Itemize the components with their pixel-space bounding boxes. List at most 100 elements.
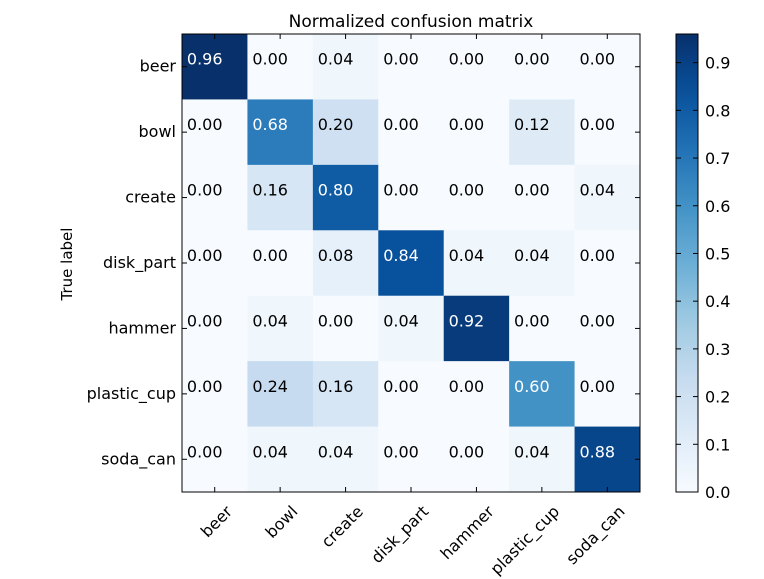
axis-ticks xyxy=(182,34,640,492)
colorbar-tick-label: 0.2 xyxy=(705,388,730,407)
heatmap-cell xyxy=(247,426,314,493)
heatmap-cell xyxy=(378,230,445,297)
heatmap-cell xyxy=(312,361,379,428)
heatmap-cell xyxy=(182,426,248,493)
colorbar-tick-label: 0.4 xyxy=(705,292,730,311)
heatmap-cell xyxy=(247,230,314,297)
cell-value-label: 0.92 xyxy=(449,311,485,330)
plot-frame xyxy=(181,33,641,493)
colorbar-tick-label: 0.1 xyxy=(705,435,730,454)
heatmap-cell xyxy=(182,34,248,100)
heatmap-cell xyxy=(182,295,248,362)
colorbar-tick-label: 0.3 xyxy=(705,340,730,359)
colorbar-tick-labels: 0.0 0.1 0.2 0.3 0.4 0.5 0.6 0.7 0.8 0.9 xyxy=(705,54,730,502)
cell-value-label: 0.00 xyxy=(514,50,550,69)
cell-value-label: 0.00 xyxy=(579,246,615,265)
heatmap-cell xyxy=(509,361,576,428)
y-tick-label: soda_can xyxy=(101,449,176,469)
heatmap-cell xyxy=(182,164,248,231)
heatmap-cell xyxy=(509,295,576,362)
x-tick-label: soda_can xyxy=(562,502,629,569)
heatmap-cell xyxy=(574,99,641,166)
x-tick-label: plastic_cup xyxy=(487,502,564,579)
cell-value-label: 0.00 xyxy=(383,181,419,200)
cell-value-label: 0.04 xyxy=(383,311,419,330)
heatmap-cell xyxy=(443,295,510,362)
heatmap-cell xyxy=(574,426,641,493)
heatmap-cell xyxy=(247,164,314,231)
cell-value-label: 0.00 xyxy=(252,50,288,69)
heatmap-cell xyxy=(443,99,510,166)
colorbar-tick-label: 0.5 xyxy=(705,244,730,263)
cell-value-label: 0.04 xyxy=(252,442,288,461)
colorbar-tick-label: 0.6 xyxy=(705,197,730,216)
heatmap-cell xyxy=(378,361,445,428)
heatmap-cell xyxy=(443,361,510,428)
cell-value-label: 0.00 xyxy=(252,246,288,265)
colorbar xyxy=(675,33,699,493)
y-tick-label: disk_part xyxy=(103,253,176,273)
cell-value-label: 0.00 xyxy=(383,115,419,134)
heatmap-cell xyxy=(509,99,576,166)
colorbar-tick-label: 0.8 xyxy=(705,101,730,120)
y-tick-label: create xyxy=(125,188,176,207)
cell-value-label: 0.96 xyxy=(187,50,223,69)
cell-value-label: 0.04 xyxy=(449,246,485,265)
cell-value-label: 0.00 xyxy=(579,50,615,69)
heatmap-cell xyxy=(443,34,510,100)
heatmap-cell xyxy=(378,426,445,493)
cell-value-label: 0.60 xyxy=(514,377,550,396)
cell-value-label: 0.24 xyxy=(252,377,288,396)
heatmap-cell xyxy=(378,99,445,166)
cell-value-label: 0.20 xyxy=(318,115,354,134)
colorbar-tick-label: 0.0 xyxy=(705,483,730,502)
cell-value-label: 0.00 xyxy=(187,181,223,200)
cell-value-label: 0.12 xyxy=(514,115,550,134)
colorbar-tick-label: 0.9 xyxy=(705,54,730,73)
x-tick-label: hammer xyxy=(437,502,498,563)
cell-value-label: 0.00 xyxy=(449,377,485,396)
cell-value-label: 0.00 xyxy=(449,50,485,69)
cell-value-label: 0.00 xyxy=(187,311,223,330)
x-tick-label: bowl xyxy=(262,502,302,542)
cell-value-label: 0.00 xyxy=(579,115,615,134)
heatmap-cell xyxy=(182,361,248,428)
heatmap-cell xyxy=(574,34,641,100)
heatmap-cell xyxy=(247,295,314,362)
cell-value-label: 0.04 xyxy=(514,246,550,265)
cell-value-label: 0.00 xyxy=(449,181,485,200)
heatmap-cell xyxy=(378,34,445,100)
cell-value-label: 0.08 xyxy=(318,246,354,265)
y-tick-label: bowl xyxy=(139,122,176,141)
heatmap-cell xyxy=(312,295,379,362)
x-tick-label: create xyxy=(318,502,367,551)
heatmap-cell xyxy=(443,164,510,231)
cell-value-label: 0.04 xyxy=(318,50,354,69)
cell-value-label: 0.00 xyxy=(383,442,419,461)
cell-value-label: 0.88 xyxy=(579,442,615,461)
heatmap-cell xyxy=(509,34,576,100)
y-tick-label: plastic_cup xyxy=(87,384,176,404)
heatmap-cell xyxy=(509,164,576,231)
cell-value-label: 0.00 xyxy=(187,442,223,461)
heatmap-cell xyxy=(312,230,379,297)
x-tick-label: disk_part xyxy=(367,502,433,568)
heatmap-cell-labels: 0.96 0.00 0.04 0.00 0.00 0.00 0.00 0.00 0.68 0.20… xyxy=(187,50,615,462)
cell-value-label: 0.04 xyxy=(318,442,354,461)
cell-value-label: 0.00 xyxy=(187,246,223,265)
y-axis-label: True label xyxy=(58,228,76,302)
colorbar-gradient xyxy=(675,33,699,493)
cell-value-label: 0.04 xyxy=(252,311,288,330)
heatmap-cell xyxy=(312,99,379,166)
cell-value-label: 0.16 xyxy=(252,181,288,200)
heatmap-cell xyxy=(247,99,314,166)
cell-value-label: 0.00 xyxy=(318,311,354,330)
cell-value-label: 0.00 xyxy=(514,311,550,330)
heatmap-cell xyxy=(312,164,379,231)
heatmap-cell xyxy=(574,230,641,297)
heatmap-cell xyxy=(574,164,641,231)
y-tick-label: hammer xyxy=(108,318,176,337)
heatmap-cell xyxy=(312,34,379,100)
heatmap-cell xyxy=(574,361,641,428)
